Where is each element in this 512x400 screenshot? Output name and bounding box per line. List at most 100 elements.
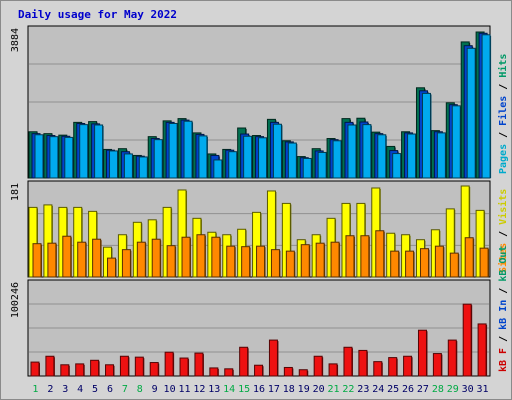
x-tick-label: 13 <box>208 384 220 395</box>
bar-kb-f-day-24 <box>373 361 383 377</box>
bar-pages-day-16 <box>258 137 268 179</box>
x-tick-label: 30 <box>462 384 474 395</box>
y-max-label-bottom: 100246 <box>10 282 21 318</box>
bar-pages-day-23 <box>362 124 372 179</box>
bar-kb-f-day-7 <box>119 355 129 377</box>
legend-item: Pages <box>498 144 509 174</box>
bar-sites-day-12 <box>196 234 206 278</box>
x-tick-label: 16 <box>253 384 265 395</box>
bar-sites-day-29 <box>449 252 459 278</box>
bar-sites-day-10 <box>166 245 176 278</box>
bar-pages-day-15 <box>243 135 253 179</box>
bar-pages-day-9 <box>153 139 163 179</box>
legend-top: Pages / Files / Hits <box>497 54 509 174</box>
bar-kb-f-day-16 <box>254 364 264 377</box>
bar-sites-day-23 <box>360 235 370 278</box>
bar-pages-day-30 <box>466 47 476 179</box>
bar-kb-f-day-20 <box>313 355 323 377</box>
bar-pages-day-12 <box>198 135 208 179</box>
bar-kb-f-day-3 <box>60 364 70 377</box>
legend-item: Files <box>497 96 509 126</box>
legend-item: kB In <box>498 300 509 330</box>
bar-sites-day-27 <box>419 248 429 278</box>
bar-kb-f-day-10 <box>164 351 174 377</box>
bar-pages-day-21 <box>332 140 342 179</box>
bar-kb-f-day-12 <box>194 352 204 377</box>
bar-sites-day-7 <box>121 249 131 278</box>
bar-pages-day-25 <box>392 153 402 179</box>
bar-sites-day-14 <box>226 245 236 278</box>
bar-kb-f-day-25 <box>388 357 398 377</box>
legend-middle: Sites / Visits <box>497 189 509 273</box>
bar-sites-day-2 <box>47 242 57 278</box>
bar-sites-day-5 <box>92 238 102 278</box>
bar-sites-day-8 <box>136 241 146 278</box>
bar-sites-day-6 <box>107 257 117 278</box>
legend-item: / <box>498 78 509 96</box>
y-max-label-top: 3884 <box>10 28 21 52</box>
bar-kb-f-day-9 <box>149 362 159 377</box>
x-tick-label: 9 <box>152 384 158 395</box>
bar-kb-f-day-26 <box>403 355 413 377</box>
bar-kb-f-day-28 <box>432 353 442 377</box>
bar-pages-day-24 <box>377 134 387 179</box>
x-tick-label: 11 <box>178 384 190 395</box>
bar-sites-day-1 <box>32 243 42 278</box>
legend-item: / <box>498 126 509 144</box>
bar-pages-day-31 <box>481 34 491 179</box>
bar-sites-day-30 <box>464 237 474 278</box>
bar-pages-day-3 <box>64 136 74 179</box>
legend-item: Hits <box>497 54 509 78</box>
bar-kb-f-day-23 <box>358 349 368 377</box>
x-tick-label: 3 <box>62 384 68 395</box>
x-tick-label: 10 <box>164 384 176 395</box>
bar-kb-f-day-11 <box>179 357 189 377</box>
bar-sites-day-17 <box>270 249 280 278</box>
bar-sites-day-18 <box>285 250 295 278</box>
bar-pages-day-2 <box>49 136 59 179</box>
bar-pages-day-26 <box>407 133 417 179</box>
legend-item: Sites <box>497 243 509 273</box>
bar-sites-day-24 <box>375 230 385 278</box>
bar-sites-day-15 <box>241 246 251 278</box>
bar-sites-day-22 <box>345 235 355 278</box>
x-tick-label: 28 <box>432 384 444 395</box>
bar-pages-day-17 <box>272 123 282 179</box>
bar-kb-f-day-21 <box>328 363 338 377</box>
bar-pages-day-27 <box>421 92 431 179</box>
x-tick-label: 17 <box>268 384 280 395</box>
legend-item: Visits <box>497 189 509 225</box>
x-tick-label: 19 <box>298 384 310 395</box>
bar-kb-f-day-27 <box>417 329 427 377</box>
bar-sites-day-21 <box>330 241 340 278</box>
x-tick-label: 14 <box>223 384 235 395</box>
x-tick-label: 25 <box>387 384 399 395</box>
x-tick-label: 22 <box>342 384 354 395</box>
x-tick-label: 23 <box>357 384 369 395</box>
bar-pages-day-29 <box>451 105 461 179</box>
x-tick-label: 20 <box>313 384 325 395</box>
bar-kb-f-day-31 <box>477 323 487 377</box>
chart-title: Daily usage for May 2022 <box>18 8 177 21</box>
bar-sites-day-13 <box>211 236 221 278</box>
legend-item: / <box>498 330 509 348</box>
x-tick-label: 29 <box>447 384 459 395</box>
bar-sites-day-28 <box>434 245 444 278</box>
x-tick-label: 27 <box>417 384 429 395</box>
bar-pages-day-7 <box>123 153 133 179</box>
x-tick-label: 31 <box>477 384 489 395</box>
bar-sites-day-31 <box>479 247 489 278</box>
bar-pages-day-20 <box>317 151 327 179</box>
x-tick-label: 26 <box>402 384 414 395</box>
x-tick-label: 7 <box>122 384 128 395</box>
bar-pages-day-5 <box>94 124 104 179</box>
x-tick-label: 6 <box>107 384 113 395</box>
legend-item: / <box>498 225 509 243</box>
x-tick-label: 5 <box>92 384 98 395</box>
bar-kb-f-day-19 <box>298 369 308 377</box>
x-tick-label: 8 <box>137 384 143 395</box>
x-tick-label: 2 <box>47 384 53 395</box>
bar-kb-f-day-30 <box>462 303 472 377</box>
legend-item: kB Out <box>498 246 509 282</box>
